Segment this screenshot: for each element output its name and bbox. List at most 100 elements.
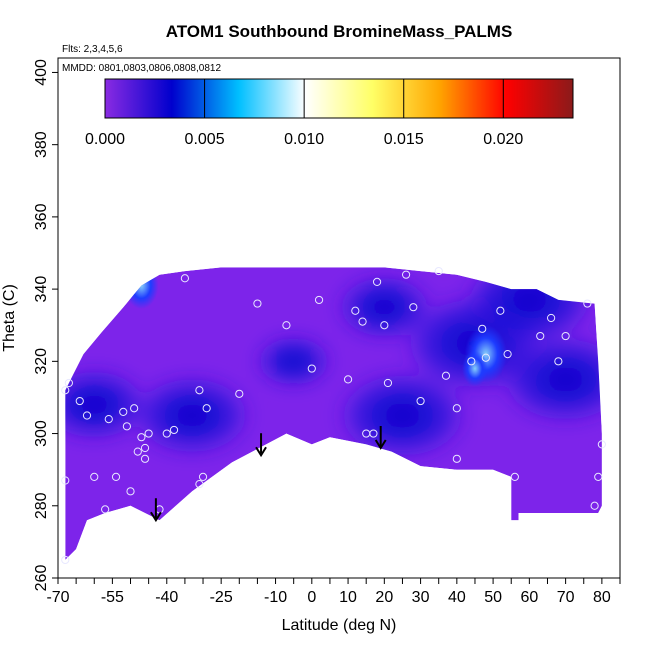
observation-point <box>61 386 70 395</box>
observation-point <box>253 299 262 308</box>
colorbar-tick-label: 0.000 <box>85 131 125 148</box>
observation-point <box>372 277 382 286</box>
dark-zone-3 <box>498 333 602 425</box>
observation-point <box>169 425 179 435</box>
observation-point <box>369 429 378 438</box>
observation-point <box>61 476 70 485</box>
x-tick-label: 30 <box>412 589 430 606</box>
x-tick-label: -40 <box>155 589 178 606</box>
observation-points <box>61 266 606 565</box>
dark-zone-1 <box>335 369 470 462</box>
y-tick-label: 300 <box>33 420 50 447</box>
observation-point <box>416 396 425 406</box>
x-tick-label: -70 <box>46 589 69 606</box>
y-axis: 260 280 300 320 340 360 380 400 <box>33 59 58 591</box>
y-tick-label: 320 <box>33 348 50 375</box>
observation-point <box>104 415 113 424</box>
x-tick-label: 0 <box>307 589 316 606</box>
observation-point <box>133 447 142 456</box>
dark-zone-6 <box>254 334 333 388</box>
observation-point <box>380 321 389 330</box>
observation-point <box>130 404 139 413</box>
observation-point <box>554 357 563 366</box>
flights-annotation: Flts: 2,3,4,5,6 <box>62 44 123 55</box>
colorbar-tick-label: 0.015 <box>384 131 424 148</box>
observation-point <box>583 299 592 308</box>
arrow-markers <box>150 426 387 523</box>
arrow-marker <box>374 426 387 450</box>
observation-point <box>235 389 244 398</box>
x-tick-label: 10 <box>339 589 357 606</box>
observation-point <box>111 472 121 481</box>
observation-point <box>547 313 556 323</box>
colorbar-tick-label: 0.005 <box>185 131 225 148</box>
plot-frame <box>57 57 621 579</box>
x-axis: -70 -55 -40 -25 -10 0 10 20 30 40 50 60 70 80 <box>46 578 621 606</box>
x-tick-label: 40 <box>448 589 466 606</box>
observation-point <box>101 505 110 514</box>
x-tick-label: 60 <box>520 589 538 606</box>
observation-point <box>401 270 411 279</box>
observation-point <box>64 378 73 388</box>
y-tick-label: 260 <box>33 565 50 592</box>
y-tick-label: 360 <box>33 203 50 230</box>
observation-point <box>351 306 360 315</box>
observation-point <box>195 386 204 395</box>
x-tick-label: -10 <box>264 589 287 606</box>
observation-point <box>198 472 208 481</box>
colorbar-tick-label: 0.010 <box>284 131 324 148</box>
observation-point <box>119 407 128 416</box>
high-spot-2 <box>461 350 488 387</box>
y-axis-label: Theta (C) <box>1 284 18 352</box>
dark-zone-5 <box>335 274 433 341</box>
observation-point <box>162 429 171 438</box>
chart-title: ATOM1 Southbound BromineMass_PALMS <box>166 22 513 41</box>
observation-point <box>434 266 443 276</box>
observation-point <box>140 454 150 463</box>
mmdd-annotation: MMDD: 0801,0803,0806,0808,0812 <box>62 63 221 74</box>
arrow-marker <box>255 433 267 458</box>
observation-point <box>82 411 92 420</box>
observation-point <box>383 378 393 388</box>
observation-point <box>180 274 190 283</box>
observation-point <box>61 555 70 565</box>
observation-point <box>441 371 451 380</box>
observation-point <box>597 440 606 449</box>
colorbar: 0.000 0.005 0.010 0.015 0.020 <box>85 78 574 148</box>
dark-zone-0 <box>131 374 253 457</box>
observation-point <box>536 331 545 341</box>
observation-point <box>358 317 367 326</box>
y-tick-label: 380 <box>33 131 50 158</box>
x-axis-label: Latitude (deg N) <box>282 617 397 634</box>
observation-point <box>195 480 204 489</box>
heatmap-field <box>65 267 602 560</box>
observation-point <box>496 306 505 315</box>
observation-point <box>561 331 570 341</box>
observation-point <box>503 350 512 359</box>
observation-point <box>122 422 131 431</box>
observation-point <box>452 454 461 463</box>
observation-point <box>307 364 316 373</box>
y-tick-label: 400 <box>33 59 50 86</box>
observation-point <box>144 429 153 438</box>
colorbar-bar <box>104 78 574 119</box>
observation-point <box>590 501 599 510</box>
observation-point <box>510 472 519 481</box>
observation-point <box>282 321 291 330</box>
observation-point <box>314 295 324 305</box>
y-tick-label: 340 <box>33 276 50 303</box>
observation-point <box>140 443 150 453</box>
observation-point <box>467 357 476 366</box>
observation-point <box>90 472 99 481</box>
x-tick-label: 80 <box>593 589 611 606</box>
observation-point <box>409 303 418 312</box>
x-tick-label: 20 <box>375 589 393 606</box>
x-tick-label: -55 <box>101 589 124 606</box>
observation-point <box>594 472 603 481</box>
observation-point <box>137 433 146 442</box>
y-tick-label: 280 <box>33 492 50 519</box>
observation-point <box>343 375 353 384</box>
observation-point <box>478 324 487 333</box>
observation-point <box>202 404 211 413</box>
